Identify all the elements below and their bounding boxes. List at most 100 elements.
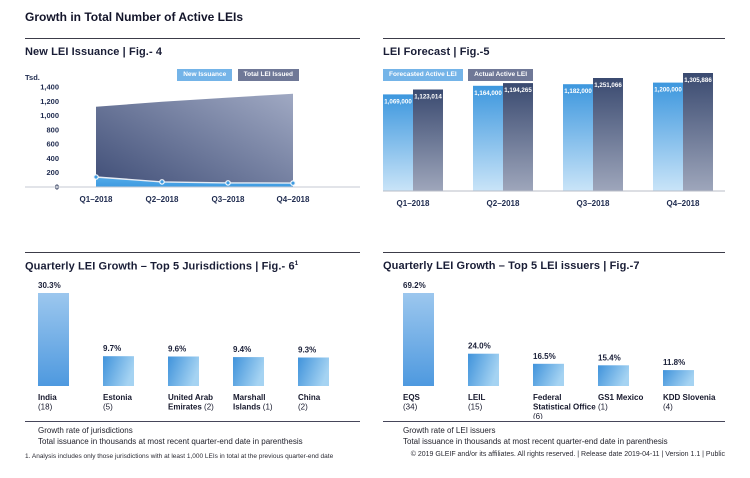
legend-item-new-issuance: New Issuance	[177, 69, 233, 81]
legend-item-forecasted-active-lei: Forecasted Active LEI	[383, 69, 463, 81]
note-issuance: Total issuance in thousands at most rece…	[38, 437, 303, 446]
chart-title-text: New LEI Issuance | Fig.- 4	[25, 46, 163, 58]
panel-lei-forecast: LEI Forecast | Fig.-5 Forecasted Active …	[383, 38, 725, 253]
bar-value-label: 1,182,000	[564, 88, 592, 95]
legend-item-actual-active-lei: Actual Active LEI	[468, 69, 533, 81]
chart-title-text: Quarterly LEI Growth – Top 5 LEI issuers…	[383, 260, 640, 272]
legend-item-total-lei-issued: Total LEI Issued	[237, 69, 299, 81]
y-tick-label: 800	[46, 125, 59, 134]
x-tick-label: Q4–2018	[277, 195, 310, 204]
category-label: Estonia	[103, 393, 132, 402]
bar-value-label: 1,251,066	[594, 82, 622, 89]
y-tick-label: 400	[46, 154, 59, 163]
x-tick-label: Q2–2018	[487, 199, 520, 208]
data-point-marker	[290, 180, 296, 186]
percentage-label: 30.3%	[38, 281, 61, 290]
bar-value-label: 1,123,014	[414, 94, 442, 101]
category-label: China	[298, 393, 321, 402]
line-new-issuance	[95, 176, 294, 184]
category-label: Marshall	[233, 393, 265, 402]
category-label: (5)	[103, 403, 113, 412]
bar-actual-active-lei	[593, 78, 623, 191]
panel-top5-jurisdictions: Quarterly LEI Growth – Top 5 Jurisdictio…	[25, 252, 360, 453]
legend-fig4: New Issuance Total LEI Issued	[177, 63, 300, 81]
note-growth-rate: Growth rate of jurisdictions	[38, 426, 133, 435]
percentage-label: 9.4%	[233, 345, 251, 354]
rank-bar	[403, 293, 434, 386]
bar-actual-active-lei	[503, 83, 533, 191]
rank-bar	[468, 353, 499, 386]
y-tick-label: 1,400	[40, 83, 59, 92]
category-label: United Arab	[168, 393, 213, 402]
category-label: Federal	[533, 393, 561, 402]
bar-value-label: 1,200,000	[654, 87, 682, 94]
x-tick-label: Q3–2018	[577, 199, 610, 208]
rank-bar	[663, 370, 694, 386]
page-title: Growth in Total Number of Active LEIs	[25, 10, 244, 24]
copyright-line: © 2019 GLEIF and/or its affiliates. All …	[410, 451, 725, 458]
data-point-marker	[225, 180, 231, 186]
bar-forecasted-active-lei	[563, 84, 593, 191]
category-label: India	[38, 393, 57, 402]
legend-fig5: Forecasted Active LEI Actual Active LEI	[383, 63, 534, 81]
data-point-marker	[159, 179, 165, 185]
percentage-label: 11.8%	[663, 358, 685, 367]
footnote-marker: 1	[294, 260, 299, 267]
category-label: (2)	[298, 403, 308, 412]
percentage-label: 15.4%	[598, 353, 621, 362]
chart-title-fig6: Quarterly LEI Growth – Top 5 Jurisdictio…	[25, 260, 298, 273]
bar-value-label: 1,164,000	[474, 90, 502, 97]
percentage-label: 9.6%	[168, 345, 186, 354]
category-label: (34)	[403, 403, 418, 412]
category-label: EQS	[403, 393, 421, 402]
chart-title-fig5: LEI Forecast | Fig.-5	[383, 46, 490, 58]
bar-actual-active-lei	[413, 89, 443, 191]
y-tick-label: 1,200	[40, 97, 59, 106]
bar-forecasted-active-lei	[653, 82, 683, 191]
area-new-issuance	[96, 177, 293, 187]
rank-bar	[298, 357, 329, 386]
x-tick-label: Q3–2018	[212, 195, 245, 204]
x-tick-label: Q1–2018	[80, 195, 113, 204]
rank-bar	[598, 365, 629, 386]
category-label: Islands (1)	[233, 403, 273, 412]
category-label: Emirates (2)	[168, 403, 214, 412]
chart-title-fig7: Quarterly LEI Growth – Top 5 LEI issuers…	[383, 260, 640, 272]
percentage-label: 9.7%	[103, 344, 121, 353]
rank-bar	[168, 356, 199, 386]
y-axis-unit-label: Tsd.	[25, 73, 40, 82]
category-label: (15)	[468, 403, 483, 412]
rank-bar	[38, 293, 69, 386]
category-label: Statistical Office	[533, 403, 596, 412]
percentage-label: 24.0%	[468, 342, 491, 351]
category-label: GS1 Mexico	[598, 393, 643, 402]
percentage-label: 69.2%	[403, 281, 426, 290]
bar-forecasted-active-lei	[473, 85, 503, 191]
category-label: (18)	[38, 403, 53, 412]
bar-actual-active-lei	[683, 73, 713, 191]
x-tick-label: Q4–2018	[667, 199, 700, 208]
notes-divider	[25, 421, 360, 422]
note-growth-rate: Growth rate of LEI issuers	[403, 426, 496, 435]
chart-title-text: Quarterly LEI Growth – Top 5 Jurisdictio…	[25, 260, 295, 273]
bar-value-label: 1,305,886	[684, 77, 712, 84]
x-tick-label: Q1–2018	[397, 199, 430, 208]
notes-divider	[383, 421, 725, 422]
x-tick-label: Q2–2018	[146, 195, 179, 204]
page-footnote: 1. Analysis includes only those jurisdic…	[25, 453, 334, 460]
bar-value-label: 1,194,265	[504, 87, 532, 94]
category-label: KDD Slovenia	[663, 393, 716, 402]
bar-value-label: 1,069,000	[384, 98, 412, 105]
chart-title-text: LEI Forecast | Fig.-5	[383, 46, 490, 58]
rank-bar	[233, 357, 264, 386]
y-tick-label: 1,000	[40, 111, 59, 120]
bar-chart-fig6: 30.3% India(18) 9.7% Estonia(5) 9.6% United A…	[38, 281, 329, 412]
rank-bar	[103, 356, 134, 386]
y-tick-label: 600	[46, 140, 59, 149]
percentage-label: 16.5%	[533, 352, 556, 361]
note-issuance: Total issuance in thousands at most rece…	[403, 437, 668, 446]
rank-bar	[533, 363, 564, 386]
